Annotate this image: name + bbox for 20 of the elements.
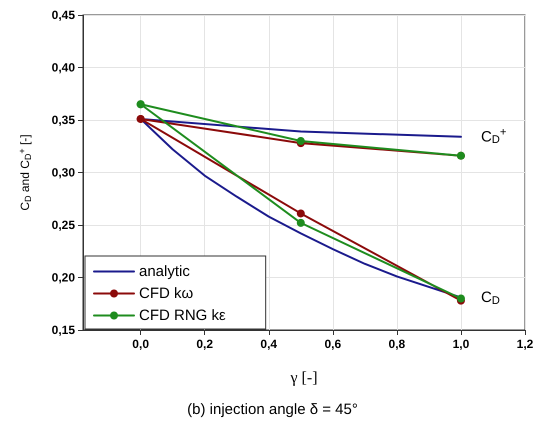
x-tick-label: 0,6 (324, 337, 342, 351)
x-axis-title: γ [-] (289, 370, 318, 386)
y-axis-title: CD and CD+ [-] (16, 134, 33, 211)
y-tick-label: 0,30 (52, 166, 76, 180)
x-tick-label: 0,4 (260, 337, 278, 351)
y-tick-label: 0,45 (52, 8, 76, 22)
x-tick-label: 0,2 (196, 337, 214, 351)
x-tick-label: 0,8 (388, 337, 406, 351)
y-tick-label: 0,15 (52, 323, 76, 337)
y-tick-label: 0,20 (52, 270, 76, 284)
legend-label: CFD RNG kε (139, 307, 226, 324)
legend-label: analytic (139, 263, 190, 280)
text: (b) injection angle δ = 45° (187, 401, 358, 418)
x-tick-label: 1,2 (516, 337, 534, 351)
x-tick-label: 0,0 (132, 337, 150, 351)
y-tick-label: 0,40 (52, 60, 76, 74)
x-tick-label: 1,0 (452, 337, 470, 351)
legend-label: CFD kω (139, 285, 194, 302)
y-tick-label: 0,25 (52, 218, 76, 232)
y-tick-label: 0,35 (52, 113, 76, 127)
